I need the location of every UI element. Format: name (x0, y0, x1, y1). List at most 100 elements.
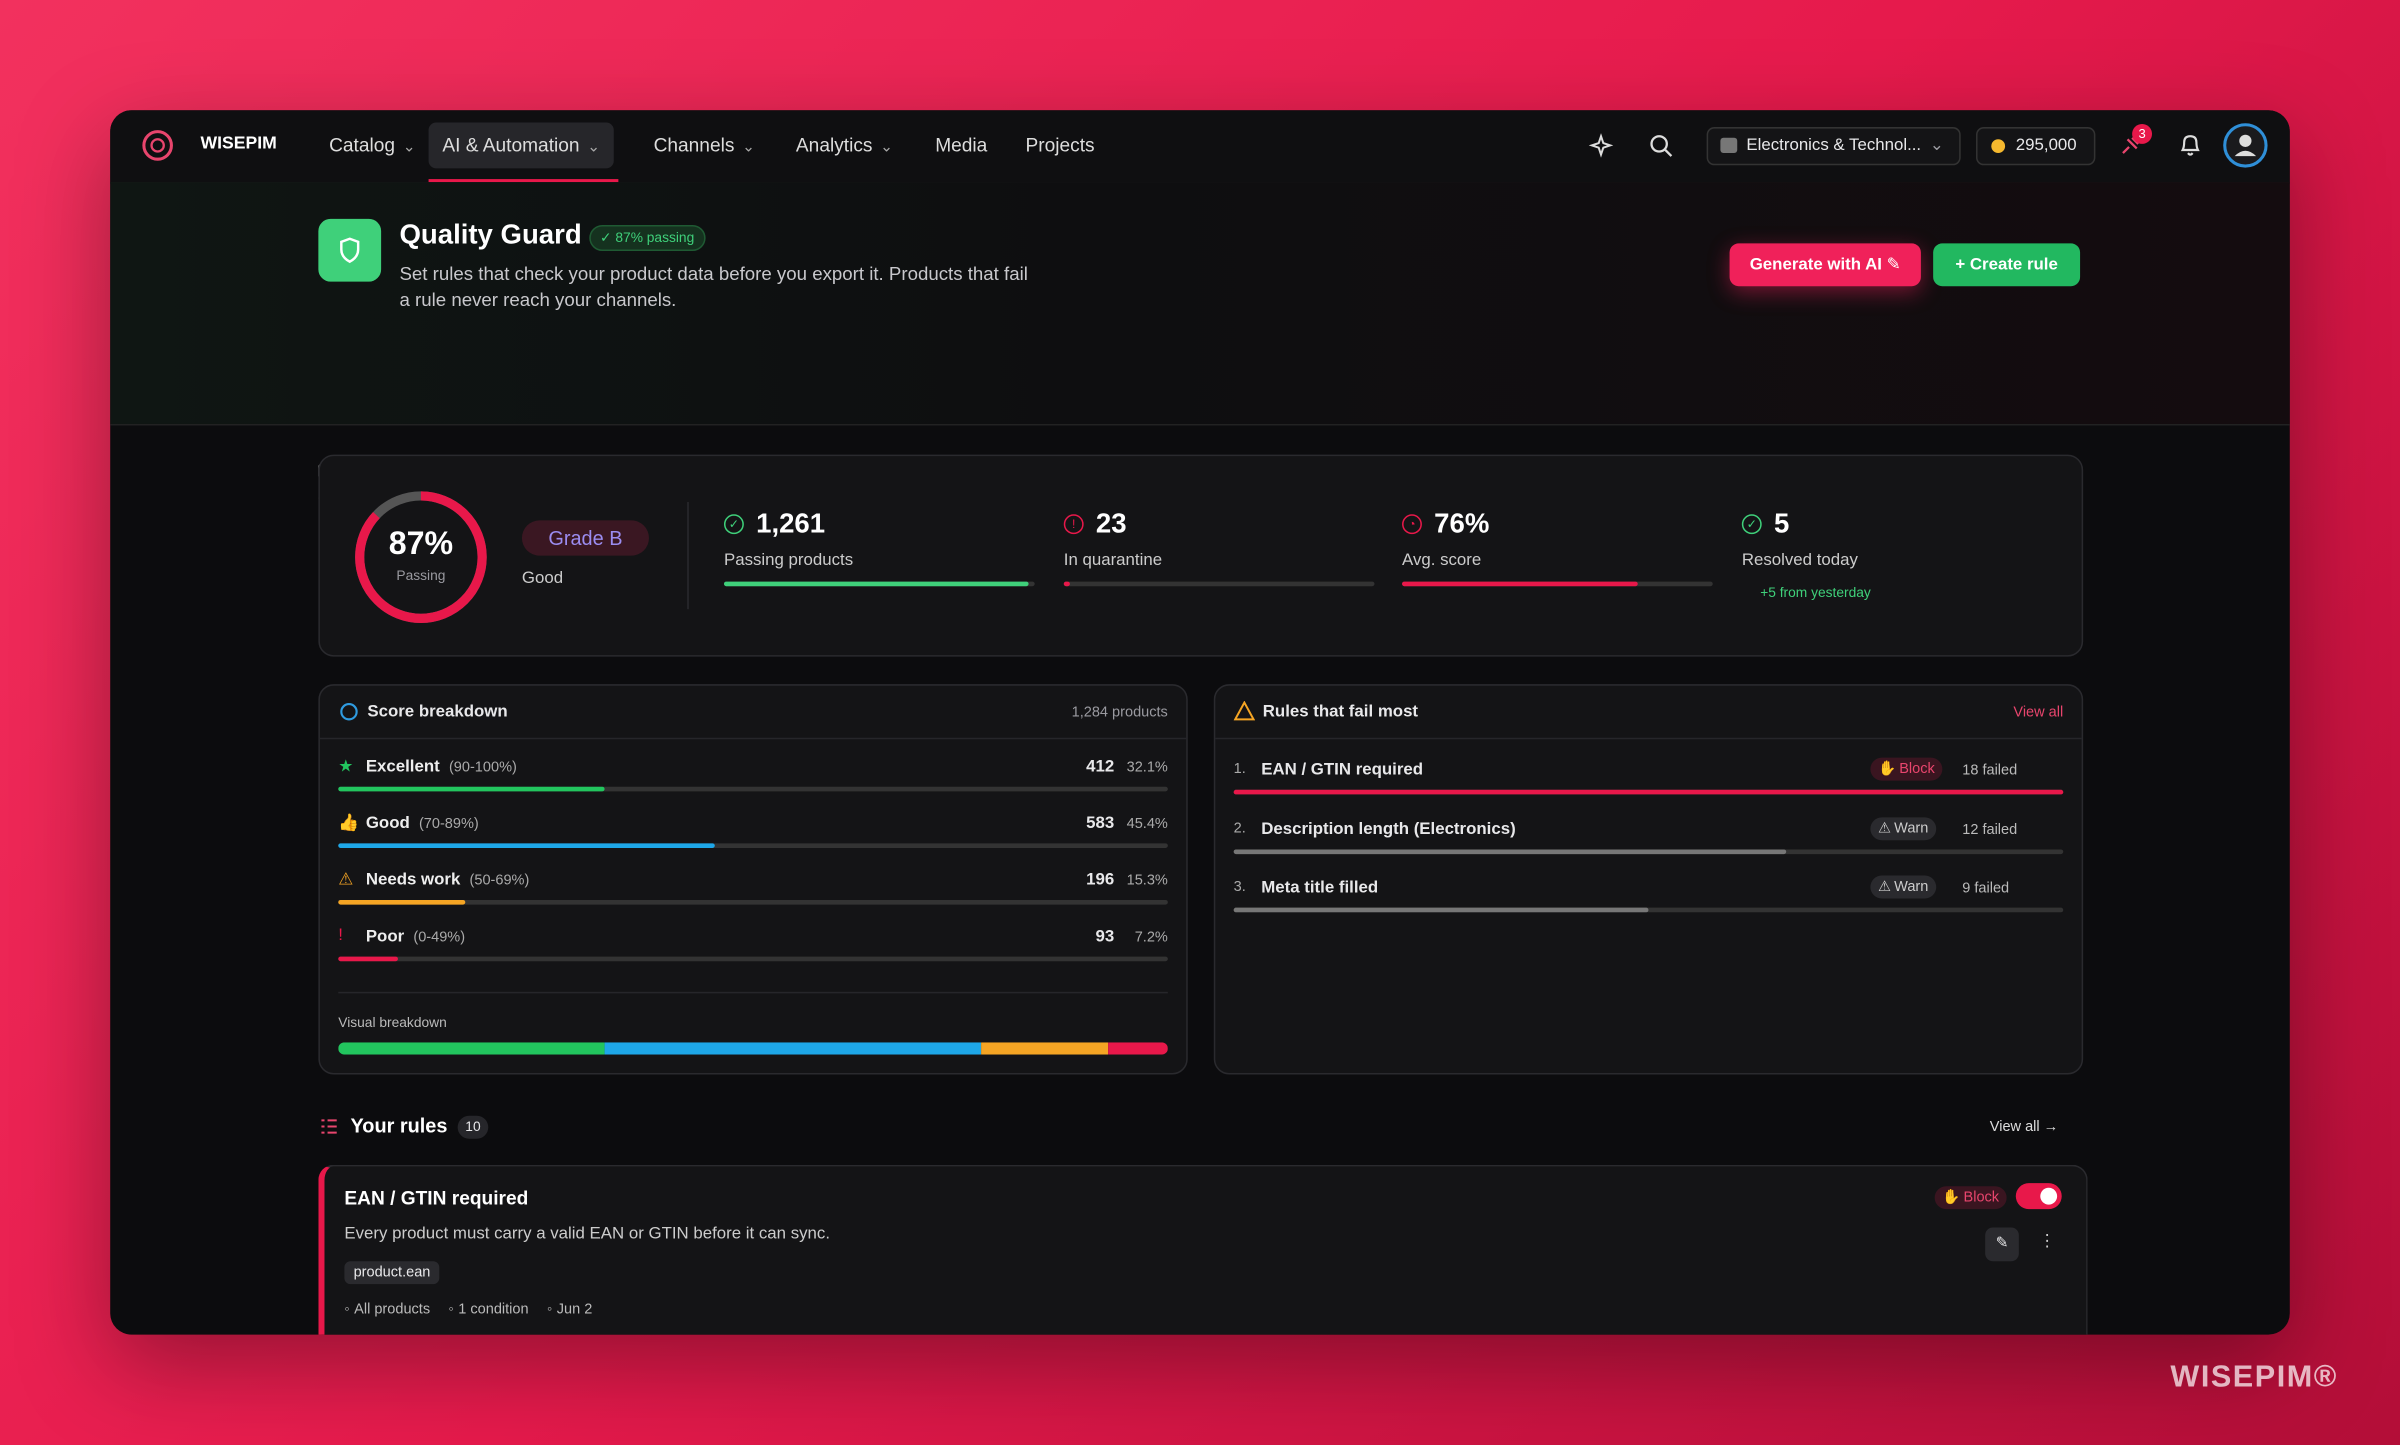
row-bar-fill (338, 843, 715, 848)
nav-item[interactable]: AI & Automation ⌄ (428, 122, 614, 169)
create-button[interactable]: + Create rule (1933, 243, 2081, 287)
nav-item[interactable]: Projects (1012, 122, 1109, 168)
ai-icon[interactable] (1588, 133, 1614, 158)
severity-icon: ⚠ (1878, 819, 1892, 837)
row-name: Needs work (50-69%) (366, 871, 530, 889)
nav-label: Analytics (795, 134, 873, 157)
failed-bar (1233, 848, 2064, 854)
row-name: Poor (0-49%) (366, 928, 465, 946)
stat-bar (723, 581, 1035, 587)
nav-label: Catalog (329, 134, 396, 157)
row-count: 583 (1086, 814, 1115, 833)
rule-name: Meta title filled (1261, 878, 1379, 897)
severity-label: Warn (1894, 819, 1929, 837)
rule-name: Description length (Electronics) (1261, 819, 1516, 839)
stat-bar (1063, 581, 1375, 587)
divider (319, 737, 1187, 740)
stack-segment (1108, 1042, 1168, 1055)
nav-item[interactable]: Analytics ⌄ (782, 122, 907, 168)
generate-button[interactable]: Generate with AI ✎ (1729, 243, 1921, 287)
your-rules-title: Your rules (350, 1114, 448, 1138)
logo (142, 130, 173, 161)
badge-text: 87% passing (615, 229, 695, 245)
score-breakdown-card: Score breakdown 1,284 products ★ Excellen… (318, 684, 1188, 1075)
score-ring (355, 491, 487, 623)
row-icon: 👍 (338, 814, 360, 833)
nav-item[interactable]: Catalog ⌄ (315, 122, 429, 168)
stat-icon: ◔ (1402, 514, 1422, 535)
rule-meta: ◦ All products ◦ 1 condition ◦ Jun 2 (344, 1301, 610, 1318)
nav-label: Channels (653, 134, 735, 157)
row-bar (338, 786, 1168, 792)
brand: WISEPIM (200, 134, 277, 154)
row-bar (338, 843, 1168, 848)
failing-link[interactable]: View all (2013, 704, 2064, 721)
row-share: 7.2% (1134, 929, 1168, 946)
avatar[interactable] (2222, 122, 2268, 168)
score-label: Passing (396, 567, 446, 584)
nav-active-underline (428, 179, 619, 183)
stat-label: Avg. score (1402, 551, 1482, 570)
toggle[interactable] (2015, 1183, 2062, 1210)
rules-icon (321, 1119, 337, 1134)
row-label: Excellent (365, 757, 440, 777)
create-label: Create rule (1969, 255, 2058, 274)
meta-icon: ◦ (344, 1301, 350, 1318)
severity-icon: ✋ (1878, 760, 1897, 778)
severity: ✋ Block (1934, 1186, 2007, 1210)
rule-description: Every product must carry a valid EAN or … (344, 1224, 831, 1243)
stat-icon: ✓ (723, 514, 744, 535)
rank: 1. (1233, 760, 1246, 778)
stat-label: Resolved today (1741, 551, 1858, 570)
rule-card: EAN / GTIN required Every product must ca… (318, 1164, 2088, 1335)
credits-box[interactable]: 295,000 (1976, 127, 2096, 166)
chevron: ⌄ (402, 139, 416, 157)
search-icon[interactable] (1648, 133, 1673, 157)
row-label: Needs work (365, 870, 461, 890)
summary-card: 87% Passing Grade B Good ✓ 1,261 Passing p… (318, 454, 2084, 657)
row-share: 45.4% (1126, 815, 1168, 833)
divider (687, 502, 689, 610)
row-share: 15.3% (1126, 872, 1168, 890)
stat-value: 76% (1434, 508, 1490, 539)
failed-bar-fill (1233, 848, 1787, 854)
credits: 295,000 (2015, 136, 2077, 155)
failed: 12 failed (1962, 821, 2018, 839)
severity-label: Warn (1894, 878, 1929, 896)
rules-count: 10 (457, 1115, 489, 1139)
edit-button[interactable]: ✎ (1985, 1227, 2019, 1262)
failing-rules-card: Rules that fail most View all 1. EAN / GT… (1213, 684, 2084, 1075)
chevron: ⌄ (880, 139, 893, 157)
meta-icon: ◦ (448, 1301, 454, 1318)
bell-icon[interactable] (2178, 132, 2202, 160)
stat-bar (1402, 581, 1713, 587)
grade-label: Good (521, 569, 564, 588)
stack-segment (981, 1042, 1109, 1055)
rank: 2. (1233, 819, 1246, 837)
nav-item[interactable]: Media (921, 122, 1001, 168)
row-count: 93 (1095, 927, 1115, 946)
more-button[interactable]: ⋮ (2038, 1232, 2056, 1251)
failed-bar (1233, 907, 2064, 913)
divider (338, 991, 1168, 994)
severity: ⚠ Warn (1870, 875, 1937, 899)
breakdown-icon (340, 703, 358, 721)
rules-link[interactable]: View all → (1989, 1118, 2059, 1136)
header-icon (318, 218, 382, 282)
severity-label: Block (1963, 1189, 2000, 1207)
failed: 18 failed (1962, 762, 2018, 780)
severity-label: Block (1899, 760, 1935, 778)
rule-field: product.ean (344, 1261, 440, 1285)
stat-value: 23 (1095, 508, 1127, 539)
severity: ✋ Block (1870, 757, 1943, 781)
meta-conditions: 1 condition (458, 1301, 529, 1318)
failed-bar (1233, 789, 2064, 795)
row-count: 412 (1086, 757, 1115, 777)
nav-item[interactable]: Channels ⌄ (640, 122, 769, 168)
workspace-select[interactable]: Electronics & Technol... ⌄ (1706, 127, 1961, 166)
grade: Grade B (521, 520, 649, 556)
severity: ⚠ Warn (1870, 816, 1937, 840)
warn-icon (1233, 701, 1256, 721)
row-range: (50-69%) (469, 872, 530, 890)
failed-bar-fill (1233, 907, 1649, 913)
